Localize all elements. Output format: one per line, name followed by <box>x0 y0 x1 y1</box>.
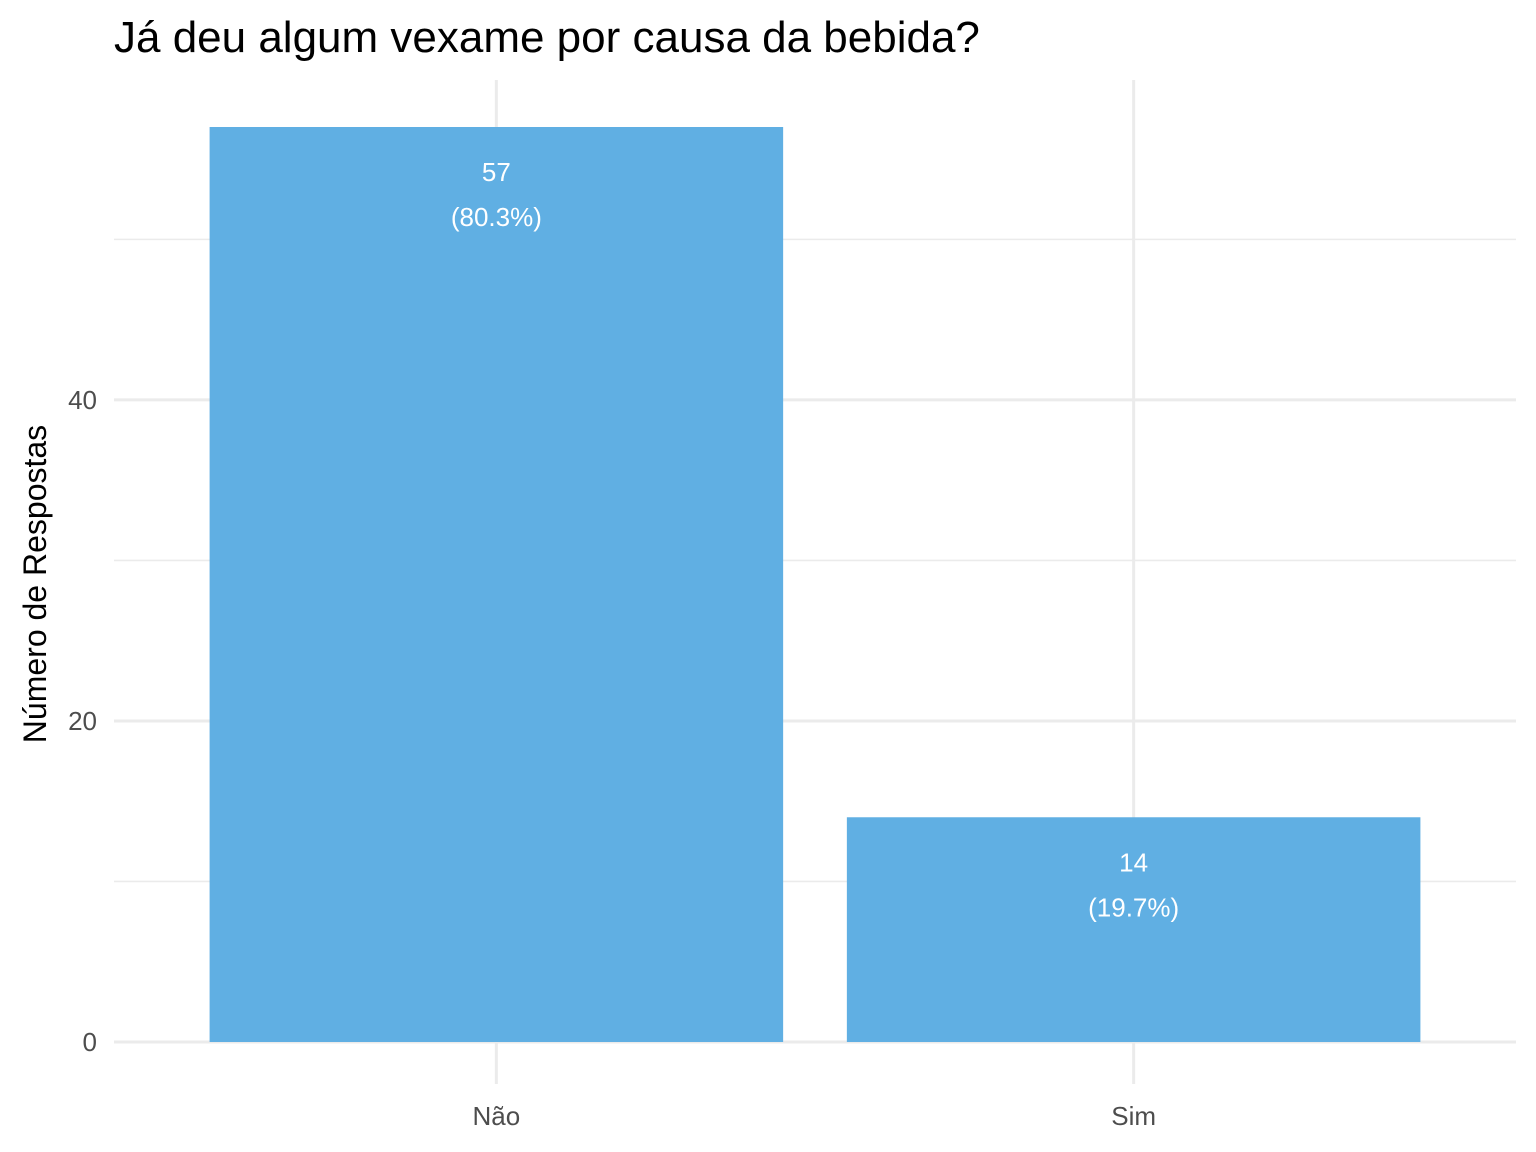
bar-count-label: 14 <box>1119 847 1148 877</box>
y-tick-label: 40 <box>68 385 97 415</box>
y-tick-label: 20 <box>68 706 97 736</box>
y-axis-ticks: 0 20 40 <box>68 385 97 1057</box>
bar-percent-label: (80.3%) <box>451 202 542 232</box>
x-axis-ticks: Não Sim <box>473 1101 1157 1131</box>
bars <box>209 127 1421 1042</box>
bar-percent-label: (19.7%) <box>1088 892 1179 922</box>
bar-labels: 57 (80.3%) 14 (19.7%) <box>451 157 1179 922</box>
bar-não <box>209 127 784 1042</box>
x-tick-label: Sim <box>1111 1101 1156 1131</box>
y-axis-label: Número de Respostas <box>17 425 53 743</box>
bar-count-label: 57 <box>482 157 511 187</box>
x-tick-label: Não <box>473 1101 521 1131</box>
y-tick-label: 0 <box>83 1027 97 1057</box>
chart-title: Já deu algum vexame por causa da bebida? <box>114 13 980 62</box>
bar-sim <box>846 817 1421 1042</box>
